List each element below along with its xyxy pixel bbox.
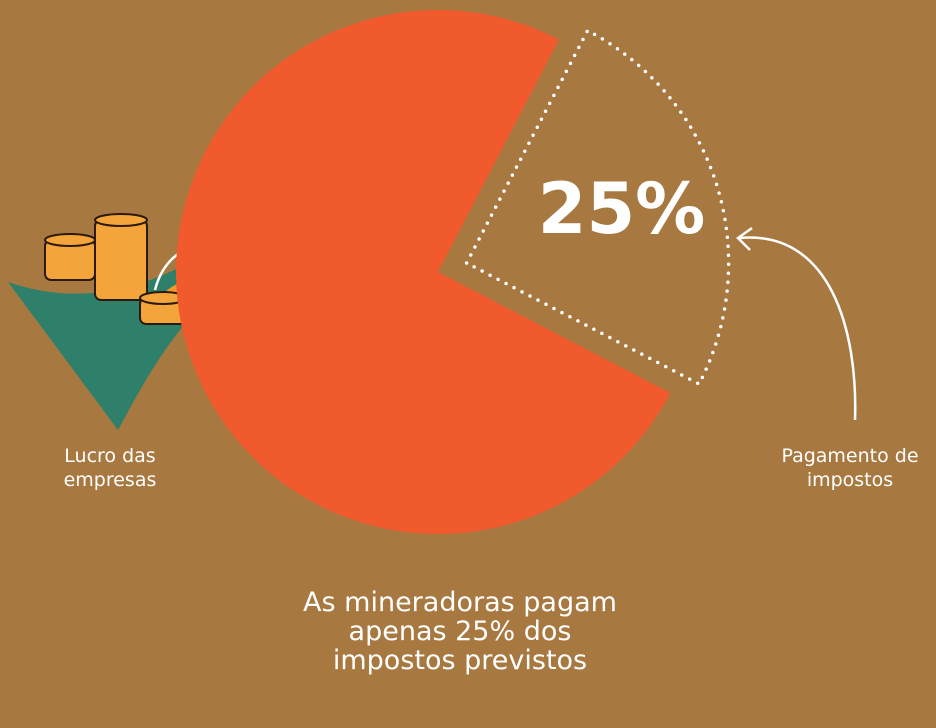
coins: [44, 213, 187, 325]
category-label: Lucro das empresas: [63, 445, 157, 491]
caption: As mineradoras pagam apenas 25% dos impo…: [303, 587, 617, 676]
arrow: [739, 236, 857, 421]
category-label: Pagamento de impostos: [781, 445, 919, 491]
pie-slice: [464, 28, 731, 387]
arrow-head: [736, 226, 753, 251]
value-label: 25%: [538, 168, 706, 250]
decoration: [8, 213, 857, 430]
pie-slice: [176, 10, 671, 535]
